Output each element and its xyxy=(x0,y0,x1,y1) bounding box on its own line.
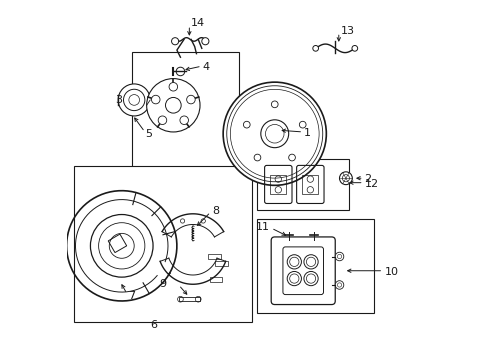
Bar xyxy=(215,261,227,266)
Bar xyxy=(207,255,220,258)
Circle shape xyxy=(223,82,325,185)
Text: 11: 11 xyxy=(255,222,269,232)
Circle shape xyxy=(146,78,200,132)
Circle shape xyxy=(230,89,319,178)
Circle shape xyxy=(180,116,188,125)
Text: 1: 1 xyxy=(304,128,311,138)
Text: 10: 10 xyxy=(384,267,398,277)
Circle shape xyxy=(339,172,351,185)
Circle shape xyxy=(271,101,278,108)
Bar xyxy=(302,175,318,194)
Text: 3: 3 xyxy=(115,95,122,105)
Bar xyxy=(74,166,251,322)
Circle shape xyxy=(202,38,208,45)
Bar xyxy=(256,159,349,210)
Circle shape xyxy=(351,45,357,51)
Text: 13: 13 xyxy=(340,26,354,36)
Circle shape xyxy=(335,281,343,289)
Circle shape xyxy=(304,271,318,286)
Bar xyxy=(270,175,286,194)
Circle shape xyxy=(335,252,343,261)
Circle shape xyxy=(186,95,195,104)
Text: 7: 7 xyxy=(127,291,135,301)
Circle shape xyxy=(312,45,318,51)
Circle shape xyxy=(299,121,305,128)
Bar xyxy=(178,297,200,301)
Circle shape xyxy=(118,84,150,116)
Bar xyxy=(132,52,239,173)
Circle shape xyxy=(243,121,250,128)
Bar xyxy=(108,234,126,253)
Circle shape xyxy=(90,215,153,277)
Circle shape xyxy=(286,255,301,269)
Text: 8: 8 xyxy=(211,206,219,216)
Circle shape xyxy=(288,154,295,161)
Text: 2: 2 xyxy=(364,174,371,184)
Circle shape xyxy=(286,271,301,286)
Circle shape xyxy=(169,82,177,91)
Circle shape xyxy=(158,116,166,125)
Text: 12: 12 xyxy=(364,179,378,189)
Circle shape xyxy=(151,95,160,104)
Circle shape xyxy=(304,255,318,269)
Circle shape xyxy=(171,38,178,45)
Text: 9: 9 xyxy=(159,279,166,289)
Circle shape xyxy=(254,154,260,161)
Text: 5: 5 xyxy=(145,129,152,139)
Text: 14: 14 xyxy=(191,18,205,28)
Bar xyxy=(256,219,374,314)
Bar xyxy=(209,278,222,282)
Text: 6: 6 xyxy=(150,320,157,330)
Text: 4: 4 xyxy=(203,62,209,72)
Circle shape xyxy=(260,120,288,148)
